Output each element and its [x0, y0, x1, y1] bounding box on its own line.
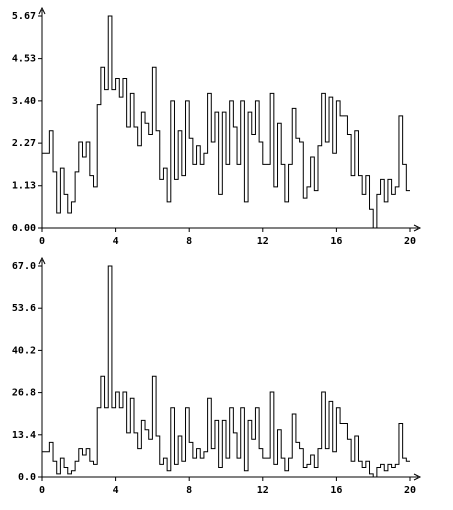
- x-tick-label: 12: [257, 236, 269, 247]
- y-tick-label: 5.67: [12, 11, 36, 22]
- y-tick-label: 0.0: [18, 472, 36, 483]
- data-line: [42, 15, 410, 229]
- y-tick-label: 1.13: [12, 181, 36, 192]
- y-tick-label: 13.4: [12, 430, 36, 441]
- y-tick-label: 3.40: [12, 96, 36, 107]
- x-tick-label: 8: [186, 236, 192, 247]
- x-tick-label: 16: [330, 485, 342, 496]
- data-line: [42, 265, 410, 478]
- x-tick-label: 4: [113, 485, 119, 496]
- x-axis-arrow: [413, 224, 422, 232]
- x-tick-label: 20: [404, 236, 416, 247]
- x-tick-label: 4: [113, 236, 119, 247]
- y-tick-label: 26.8: [12, 388, 36, 399]
- y-tick-label: 67.0: [12, 261, 36, 272]
- y-tick-label: 4.53: [12, 54, 36, 65]
- y-axis-arrow: [38, 256, 46, 265]
- x-tick-label: 12: [257, 485, 269, 496]
- y-tick-label: 53.6: [12, 303, 36, 314]
- x-tick-label: 0: [39, 485, 45, 496]
- x-tick-label: 16: [330, 236, 342, 247]
- y-tick-label: 40.2: [12, 345, 36, 356]
- x-tick-label: 8: [186, 485, 192, 496]
- x-axis-arrow: [413, 473, 422, 481]
- x-tick-label: 0: [39, 236, 45, 247]
- y-axis-arrow: [38, 6, 46, 15]
- y-tick-label: 2.27: [12, 138, 36, 149]
- y-tick-label: 0.00: [12, 223, 36, 234]
- x-tick-label: 20: [404, 485, 416, 496]
